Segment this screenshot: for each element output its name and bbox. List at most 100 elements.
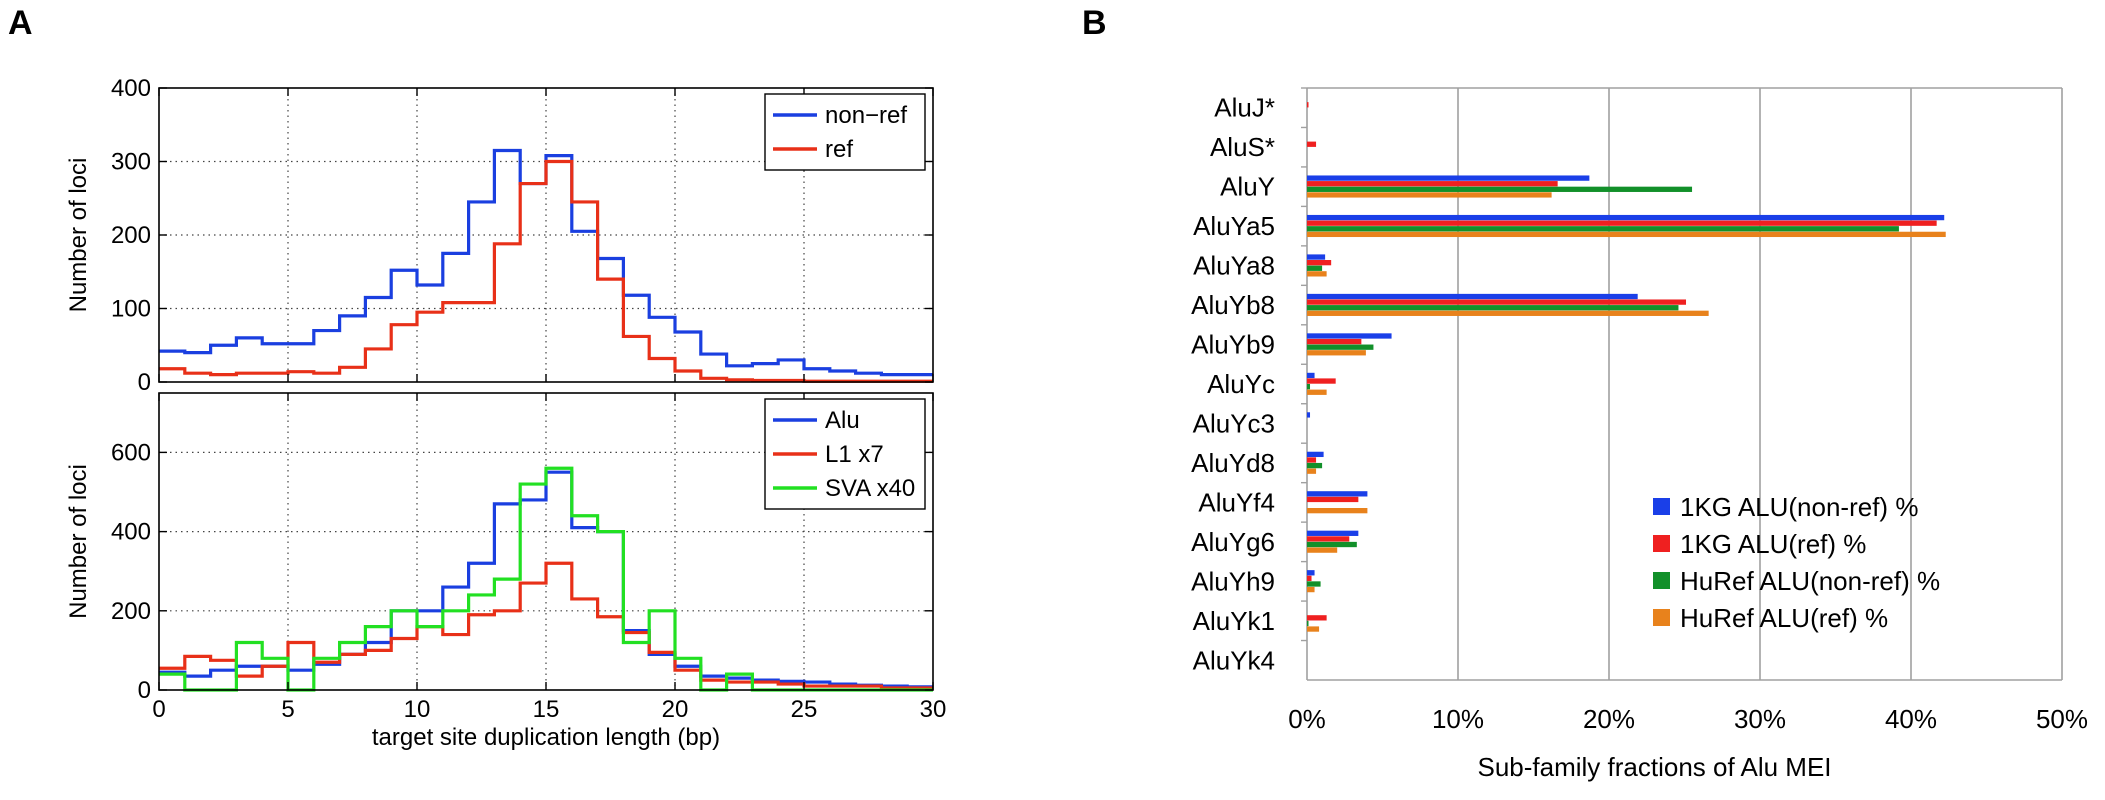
category-label: AluYb9 — [1191, 330, 1275, 360]
legend-label: non−ref — [825, 102, 907, 129]
series-line-ref — [159, 159, 933, 383]
y-tick-label: 200 — [111, 222, 151, 249]
histogram-a-top: 0 100 200 300 400 Number of loci non−ref ref — [65, 75, 934, 396]
bar — [1307, 496, 1359, 503]
bar — [1307, 305, 1679, 311]
legend-label: SVA x40 — [825, 475, 915, 502]
bar — [1307, 141, 1317, 147]
bar — [1307, 350, 1366, 356]
x-tick-label: 20 — [662, 696, 689, 723]
bar — [1307, 384, 1311, 390]
legend: Alu L1 x7 SVA x40 — [764, 398, 926, 510]
x-tick-label: 50% — [2036, 704, 2088, 734]
y-axis-label: Number of loci — [65, 464, 92, 619]
bar — [1307, 615, 1327, 621]
x-tick-label: 10% — [1432, 704, 1484, 734]
bar — [1307, 293, 1638, 300]
category-label: AluYk1 — [1193, 606, 1275, 636]
x-tick-label: 40% — [1885, 704, 1937, 734]
bar — [1307, 536, 1350, 542]
y-tick-label: 300 — [111, 149, 151, 176]
y-tick-label: 0 — [138, 369, 151, 396]
bar — [1307, 181, 1558, 187]
x-tick-label: 25 — [791, 696, 818, 723]
bar — [1307, 620, 1309, 627]
bar — [1307, 310, 1709, 316]
bar — [1307, 451, 1324, 458]
legend: 1KG ALU(non-ref) % 1KG ALU(ref) % HuRef AL… — [1653, 492, 1940, 633]
bar — [1307, 260, 1332, 266]
bar — [1307, 299, 1687, 305]
y-tick-label: 400 — [111, 519, 151, 546]
category-label: AluYc3 — [1193, 408, 1275, 438]
legend-label: Alu — [825, 407, 860, 434]
legend-swatch — [1653, 609, 1670, 626]
x-tick-label: 0 — [152, 696, 165, 723]
bar — [1307, 626, 1320, 632]
bar — [1307, 186, 1693, 192]
legend: non−ref ref — [764, 93, 926, 171]
category-label: AluS* — [1210, 132, 1275, 162]
legend-label: L1 x7 — [825, 441, 884, 468]
y-tick-label: 100 — [111, 296, 151, 323]
bar — [1307, 226, 1899, 232]
legend-label: HuRef ALU(ref) % — [1680, 603, 1888, 633]
bar — [1307, 102, 1309, 108]
legend-swatch — [1653, 572, 1670, 589]
histogram-a-bottom: 0 200 400 600 0 5 10 15 20 25 30 Number of loci targ… — [65, 392, 947, 751]
y-tick-label: 0 — [138, 677, 151, 704]
bar — [1307, 372, 1315, 379]
category-label: AluY — [1220, 172, 1275, 202]
category-label: AluYg6 — [1191, 527, 1275, 557]
category-label: AluYk4 — [1193, 645, 1275, 675]
legend-label: 1KG ALU(ref) % — [1680, 529, 1866, 559]
x-tick-label: 0% — [1288, 704, 1326, 734]
bar — [1307, 192, 1552, 198]
bar — [1307, 575, 1312, 582]
category-label: AluYf4 — [1198, 487, 1275, 517]
bar — [1307, 175, 1590, 181]
bar — [1307, 254, 1326, 260]
series-line-sva-x40 — [159, 466, 933, 692]
category-label: AluYb8 — [1191, 290, 1275, 320]
bar — [1307, 541, 1357, 548]
panel-label-a: A — [8, 4, 33, 42]
bar — [1307, 508, 1368, 514]
category-label: AluYd8 — [1191, 448, 1275, 478]
bar — [1307, 338, 1362, 345]
panel-label-b: B — [1082, 4, 1107, 42]
category-label: AluYa8 — [1193, 251, 1275, 281]
legend-label: ref — [825, 136, 853, 163]
bar — [1307, 547, 1338, 553]
x-tick-label: 15 — [533, 696, 560, 723]
legend-swatch — [1653, 498, 1670, 515]
bar — [1307, 412, 1311, 418]
bar — [1307, 214, 1945, 221]
bar — [1307, 491, 1368, 497]
legend-label: 1KG ALU(non-ref) % — [1680, 492, 1918, 522]
bar — [1307, 344, 1374, 350]
bar — [1307, 378, 1336, 384]
bar — [1307, 581, 1321, 587]
legend-swatch — [1653, 535, 1670, 552]
category-label: AluYa5 — [1193, 211, 1275, 241]
bar — [1307, 333, 1392, 339]
category-label: AluJ* — [1214, 93, 1275, 123]
y-tick-label: 600 — [111, 439, 151, 466]
series-line-alu — [159, 470, 933, 689]
bar — [1307, 586, 1315, 593]
x-tick-label: 10 — [404, 696, 431, 723]
bar — [1307, 231, 1946, 238]
bar — [1307, 530, 1359, 536]
bar — [1307, 265, 1323, 271]
x-tick-label: 30 — [920, 696, 947, 723]
category-label: AluYh9 — [1191, 566, 1275, 596]
bar — [1307, 389, 1327, 395]
bar-chart-b: 0% 10% 20% 30% 40% 50% Sub-family fractions of… — [1191, 87, 2088, 782]
bar — [1307, 220, 1937, 226]
x-axis-label: Sub-family fractions of Alu MEI — [1477, 752, 1831, 782]
bar — [1307, 468, 1317, 474]
y-axis-label: Number of loci — [65, 158, 92, 313]
x-tick-label: 5 — [281, 696, 294, 723]
